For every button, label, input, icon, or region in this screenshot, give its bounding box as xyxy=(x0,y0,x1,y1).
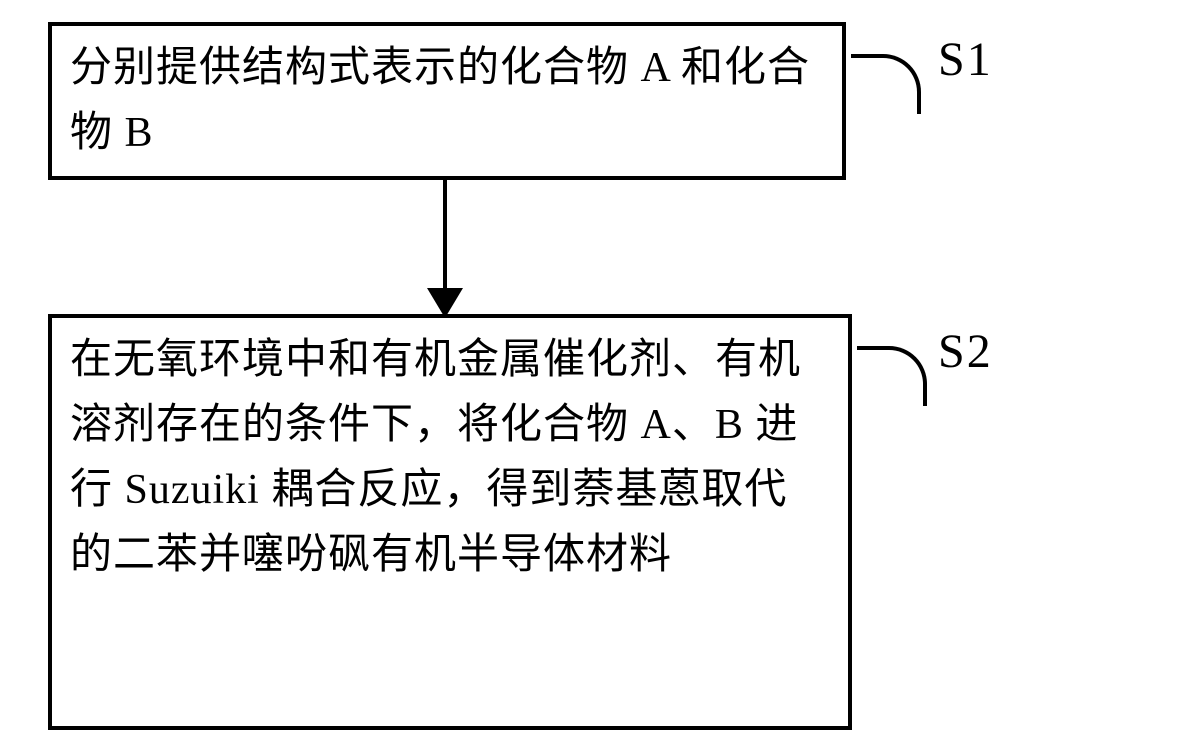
arrow-shaft xyxy=(443,180,447,296)
step-box-s2: 在无氧环境中和有机金属催化剂、有机溶剂存在的条件下，将化合物 A、B 进行 Su… xyxy=(48,314,852,730)
step-text-s1: 分别提供结构式表示的化合物 A 和化合物 B xyxy=(70,45,810,156)
step-label-s2: S2 xyxy=(938,324,993,379)
label-connector-s1 xyxy=(851,54,921,114)
label-connector-s2 xyxy=(857,346,927,406)
step-text-s2: 在无氧环境中和有机金属催化剂、有机溶剂存在的条件下，将化合物 A、B 进行 Su… xyxy=(70,337,801,578)
step-box-s1: 分别提供结构式表示的化合物 A 和化合物 B xyxy=(48,22,846,180)
step-label-s1: S1 xyxy=(938,32,993,87)
